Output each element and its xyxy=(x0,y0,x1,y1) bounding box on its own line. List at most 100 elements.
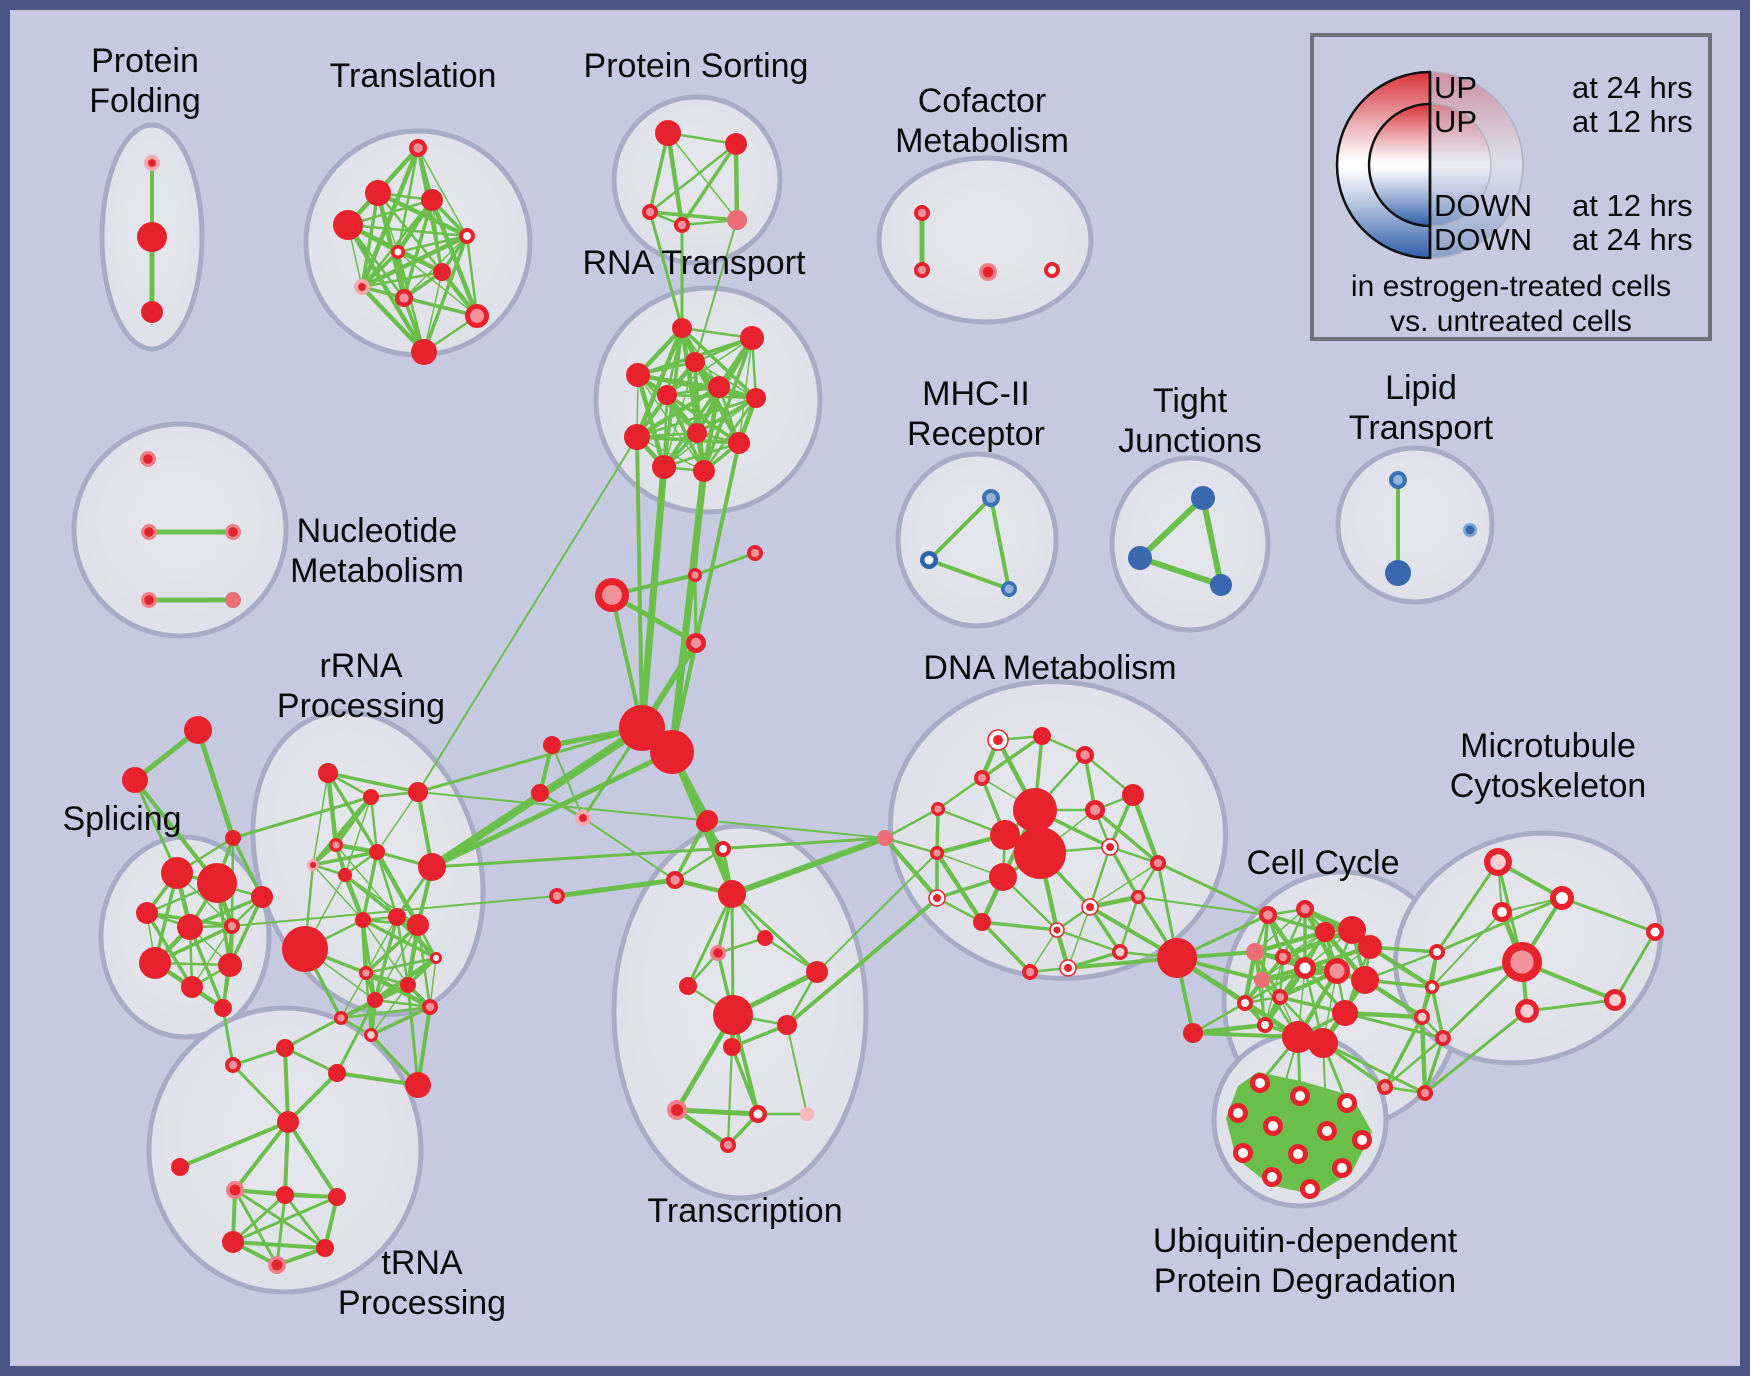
edge-dna-metabolism xyxy=(935,807,940,855)
node-center-transcription-5 xyxy=(713,948,723,958)
edge-mhc-ii-receptor xyxy=(927,496,993,562)
edge-microtubule-cytoskeleton xyxy=(1613,930,1657,1002)
node-center-ubiquitin-degradation-2 xyxy=(1342,1098,1352,1108)
node-translation-2 xyxy=(421,189,443,211)
node-splicing-4 xyxy=(197,863,237,903)
node-center-microtubule-cytoskeleton-4 xyxy=(1608,993,1622,1007)
cluster-label-trna-processing: tRNA xyxy=(381,1244,463,1282)
node-center-rrna-processing-16 xyxy=(367,1031,375,1039)
node-rrna-processing-5 xyxy=(338,868,352,882)
edge-rrna-processing xyxy=(344,796,372,876)
edge-bridge xyxy=(648,210,684,330)
node-center-dna-metabolism-2 xyxy=(1080,750,1090,760)
node-trna-processing-6 xyxy=(276,1186,294,1204)
edge-protein-sorting xyxy=(648,131,670,214)
edge-splicing xyxy=(191,925,233,988)
cluster-label-rna-transport: RNA Transport xyxy=(583,244,807,282)
cluster-ellipse-mhc-ii-receptor xyxy=(895,451,1059,629)
edge-translation xyxy=(360,270,444,289)
node-rrna-processing-7 xyxy=(388,908,406,926)
edge-rna-transport xyxy=(702,336,754,473)
edge-dna-metabolism xyxy=(1093,808,1160,865)
edge-translation xyxy=(359,284,427,355)
edge-rrna-processing xyxy=(342,872,366,923)
edge-cell-cycle xyxy=(1254,908,1306,953)
edge-dna-metabolism xyxy=(980,920,1032,974)
edge-bridge xyxy=(416,726,644,794)
node-center-cofactor-metabolism-2 xyxy=(982,266,994,278)
node-rna-transport-0 xyxy=(672,318,692,338)
node-rna-transport-3 xyxy=(626,363,650,387)
node-transcription-4 xyxy=(757,930,773,946)
node-center-ubiquitin-degradation-0 xyxy=(1255,1078,1265,1088)
node-center-cell-cycle-1 xyxy=(1300,904,1310,914)
edge-mhc-ii-receptor xyxy=(989,496,1011,591)
node-dna-metabolism-5 xyxy=(877,830,893,846)
node-tight-junctions-1 xyxy=(1128,546,1152,570)
edge-cell-cycle xyxy=(1252,929,1328,955)
node-center-translation-4 xyxy=(463,232,471,240)
node-center-ubiquitin-degradation-5 xyxy=(1322,1126,1332,1136)
node-center-lipid-transport-0 xyxy=(1393,475,1403,485)
edge-bridge xyxy=(1156,861,1270,917)
cluster-label-nucleotide-metabolism: Nucleotide xyxy=(297,512,458,550)
node-center-microtubule-cytoskeleton-6 xyxy=(1650,927,1660,937)
edge-rrna-processing xyxy=(373,915,399,1002)
legend-footnote-line2: vs. untreated cells xyxy=(1390,305,1632,338)
edge-rrna-processing xyxy=(362,919,409,986)
node-center-ubiquitin-degradation-6 xyxy=(1357,1135,1367,1145)
node-center-transcription-11 xyxy=(671,1104,683,1116)
node-dna-metabolism-1 xyxy=(1033,727,1051,745)
node-protein-sorting-1 xyxy=(725,133,747,155)
node-rna-transport-6 xyxy=(746,388,766,408)
node-center-translation-8 xyxy=(399,293,409,303)
node-splicing-2 xyxy=(225,830,241,846)
node-center-trna-processing-10 xyxy=(271,1259,283,1271)
edge-bridge xyxy=(582,817,676,881)
edge-dna-metabolism xyxy=(980,920,1059,932)
node-rna-transport-7 xyxy=(624,424,650,450)
edge-bridge xyxy=(1137,896,1269,916)
node-center-ubiquitin-degradation-4 xyxy=(1268,1121,1278,1131)
edge-transcription xyxy=(716,936,767,955)
node-rrna-processing-13 xyxy=(367,992,383,1008)
edge-dna-metabolism xyxy=(1130,792,1161,866)
edge-rrna-processing xyxy=(365,916,398,974)
legend-row-time: at 12 hrs xyxy=(1572,104,1693,139)
node-center-dna-metabolism-13 xyxy=(1106,843,1114,851)
node-center-ubiquitin-degradation-10 xyxy=(1267,1172,1277,1182)
node-splicing-12 xyxy=(214,999,232,1017)
edge-rrna-processing xyxy=(339,1005,432,1020)
node-cell-cycle-3 xyxy=(1338,916,1366,944)
node-splicing-10 xyxy=(218,953,242,977)
edge-backbone xyxy=(429,749,675,870)
node-center-dna-metabolism-14 xyxy=(1153,858,1163,868)
cluster-ellipses xyxy=(71,94,1664,1295)
edge-bridge xyxy=(554,877,678,899)
edge-cell-cycle xyxy=(1190,1022,1268,1036)
node-dna-metabolism-11 xyxy=(1122,784,1144,806)
node-rna-transport-9 xyxy=(728,432,750,454)
cluster-label-protein-folding: Protein xyxy=(91,42,199,80)
edge-translation xyxy=(346,223,469,238)
edge-rrna-processing xyxy=(369,1005,432,1037)
node-rna-transport-4 xyxy=(708,376,730,398)
legend-box: UP at 24 hrs UP at 12 hrs DOWN at 12 hrs… xyxy=(1310,33,1712,341)
edge-rrna-processing xyxy=(340,972,367,1019)
node-trna-processing-4 xyxy=(171,1158,189,1176)
edge-dna-metabolism xyxy=(1066,950,1122,970)
cluster-label-rrna-processing: Processing xyxy=(277,687,445,725)
node-transcription-8 xyxy=(777,1015,797,1035)
node-rna-transport-1 xyxy=(740,326,764,350)
node-splicing-1 xyxy=(122,767,148,793)
node-backbone-5 xyxy=(650,730,694,774)
edge-translation xyxy=(402,296,479,318)
edge-transcription xyxy=(673,847,725,882)
node-rna-transport-11 xyxy=(693,460,715,482)
legend-node-glyph xyxy=(1335,70,1524,260)
node-dna-metabolism-10 xyxy=(989,863,1017,891)
edge-cell-cycle xyxy=(1430,985,1445,1040)
node-lipid-transport-1 xyxy=(1385,560,1411,586)
edge-rrna-processing xyxy=(326,771,420,794)
edge-bridge xyxy=(635,435,644,730)
